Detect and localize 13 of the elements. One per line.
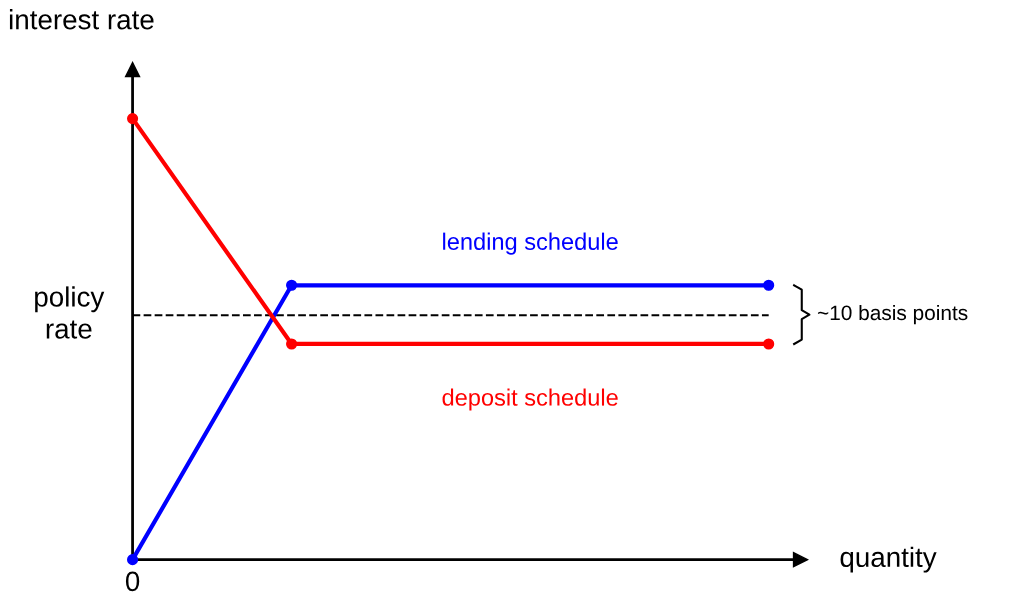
series-label: lending schedule — [443, 232, 618, 255]
point — [286, 338, 298, 350]
point — [127, 554, 139, 566]
point — [286, 279, 298, 291]
ref-line-label: policy rate — [35, 286, 105, 339]
point — [763, 338, 775, 350]
series-label: deposit schedule — [442, 388, 618, 411]
x-axis-title: quantity — [840, 546, 937, 573]
y-axis-title: interest rate — [9, 9, 154, 30]
point — [763, 279, 775, 291]
point — [127, 113, 139, 125]
text: ~10 basis points — [817, 304, 968, 325]
text: 0 — [125, 571, 140, 592]
